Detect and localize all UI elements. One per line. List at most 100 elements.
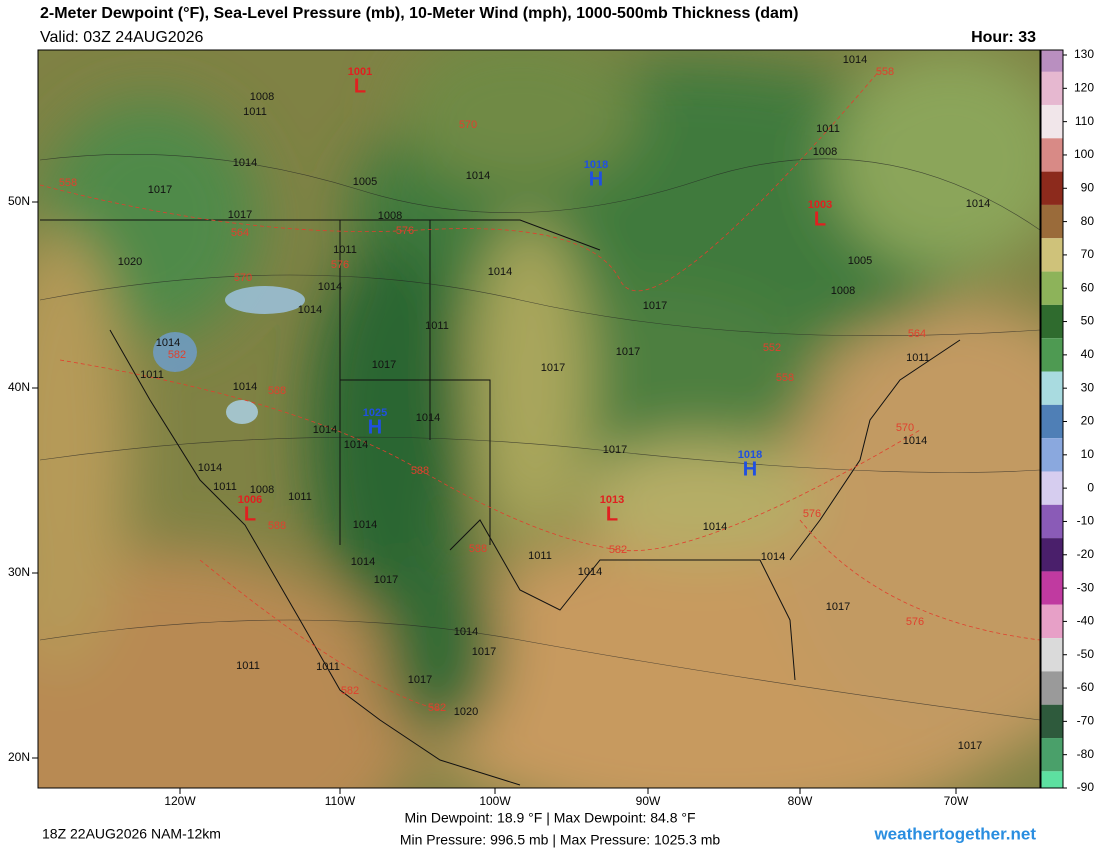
isobar-label: 1011 bbox=[425, 320, 449, 332]
thickness-label: 558 bbox=[876, 66, 894, 78]
dry-area bbox=[225, 286, 305, 314]
center-letter: L bbox=[814, 208, 826, 230]
lon-label: 90W bbox=[636, 794, 661, 808]
lon-label: 100W bbox=[479, 794, 511, 808]
isobar-label: 1014 bbox=[578, 566, 602, 578]
run-info: 18Z 22AUG2026 NAM-12km bbox=[42, 826, 221, 842]
dry-area bbox=[226, 400, 258, 424]
colorbar-swatch bbox=[1041, 504, 1063, 539]
thickness-label: 570 bbox=[234, 272, 252, 284]
thickness-label: 588 bbox=[268, 520, 286, 532]
center-letter: H bbox=[589, 168, 603, 190]
colorbar-label: -20 bbox=[1077, 547, 1095, 561]
colorbar-swatch bbox=[1041, 404, 1063, 439]
colorbar-swatch bbox=[1041, 571, 1063, 605]
colorbar-swatch bbox=[1041, 104, 1063, 139]
center-letter: L bbox=[606, 503, 618, 525]
thickness-label: 558 bbox=[59, 177, 77, 189]
colorbar-label: 80 bbox=[1081, 214, 1095, 228]
valid-time: Valid: 03Z 24AUG2026 bbox=[40, 29, 203, 46]
isobar-label: 1017 bbox=[408, 674, 432, 686]
site-credit: weathertogether.net bbox=[873, 824, 1036, 843]
isobar-label: 1008 bbox=[250, 484, 274, 496]
colorbar-swatch bbox=[1041, 671, 1063, 705]
colorbar-swatch bbox=[1041, 438, 1063, 472]
isobar-label: 1014 bbox=[466, 170, 490, 182]
isobar-label: 1014 bbox=[233, 381, 257, 393]
thickness-label: 576 bbox=[803, 508, 821, 520]
isobar-label: 1014 bbox=[454, 626, 478, 638]
colorbar-swatch bbox=[1041, 171, 1063, 205]
thickness-label: 558 bbox=[776, 372, 794, 384]
colorbar-swatch bbox=[1041, 738, 1063, 772]
colorbar-swatch bbox=[1041, 71, 1063, 105]
colorbar-swatch bbox=[1041, 271, 1063, 305]
isobar-label: 1011 bbox=[316, 661, 340, 673]
lat-label: 40N bbox=[8, 380, 30, 394]
lat-label: 30N bbox=[8, 565, 30, 579]
colorbar-swatch bbox=[1041, 138, 1063, 172]
lon-label: 120W bbox=[164, 794, 196, 808]
isobar-label: 1020 bbox=[118, 256, 142, 268]
colorbar-swatch bbox=[1041, 538, 1063, 572]
dry-area bbox=[153, 332, 197, 372]
isobar-label: 1014 bbox=[156, 337, 180, 349]
isobar-label: 1020 bbox=[454, 706, 478, 718]
thickness-label: 588 bbox=[469, 543, 487, 555]
isobar-label: 1008 bbox=[250, 91, 274, 103]
thickness-label: 576 bbox=[906, 616, 924, 628]
isobar-label: 1011 bbox=[140, 369, 164, 381]
center-value: 1006 bbox=[238, 494, 262, 506]
colorbar-label: 0 bbox=[1087, 480, 1094, 494]
colorbar-swatch bbox=[1041, 204, 1063, 239]
center-value: 1001 bbox=[348, 66, 372, 78]
colorbar-label: 20 bbox=[1081, 414, 1095, 428]
colorbar-swatch bbox=[1041, 604, 1063, 639]
isobar-label: 1017 bbox=[603, 444, 627, 456]
colorbar-label: -90 bbox=[1077, 780, 1095, 794]
center-value: 1013 bbox=[600, 494, 624, 506]
lat-label: 50N bbox=[8, 194, 30, 208]
colorbar-label: -10 bbox=[1077, 514, 1095, 528]
colorbar-frame bbox=[1040, 49, 1064, 789]
colorbar-label: 40 bbox=[1081, 347, 1095, 361]
isobar-label: 1008 bbox=[831, 285, 855, 297]
isobar-label: 1017 bbox=[374, 574, 398, 586]
center-value: 1018 bbox=[738, 449, 762, 461]
forecast-hour: Hour: 33 bbox=[971, 29, 1036, 46]
isobar-label: 1017 bbox=[541, 362, 565, 374]
colorbar-label: 110 bbox=[1075, 114, 1094, 128]
colorbar-label: 70 bbox=[1081, 247, 1095, 261]
isobar-label: 1014 bbox=[198, 462, 222, 474]
isobar-label: 1005 bbox=[353, 176, 377, 188]
isobar-label: 1011 bbox=[333, 244, 357, 256]
colorbar-swatch bbox=[1041, 638, 1063, 672]
map-title: 2-Meter Dewpoint (°F), Sea-Level Pressur… bbox=[40, 5, 798, 22]
colorbar-label: 130 bbox=[1074, 47, 1094, 61]
isobar-label: 1017 bbox=[472, 646, 496, 658]
isobar-label: 1011 bbox=[236, 660, 260, 672]
isobar-label: 1005 bbox=[848, 255, 872, 267]
isobar-label: 1014 bbox=[318, 281, 342, 293]
isobar-label: 1014 bbox=[416, 412, 440, 424]
isobars bbox=[39, 154, 1040, 721]
center-letter: H bbox=[743, 458, 757, 480]
center-value: 1025 bbox=[363, 407, 387, 419]
map bbox=[38, 50, 1040, 788]
thickness-label: 552 bbox=[763, 342, 781, 354]
thickness-label: 576 bbox=[331, 259, 349, 271]
thickness-label: 582 bbox=[428, 702, 446, 714]
lon-label: 70W bbox=[944, 794, 969, 808]
colorbar-label: -80 bbox=[1077, 747, 1095, 761]
center-letter: H bbox=[368, 416, 382, 438]
thickness-label: 588 bbox=[268, 385, 286, 397]
isobar-label: 1014 bbox=[843, 54, 867, 66]
isobar-label: 1017 bbox=[958, 740, 982, 752]
isobar-label: 1014 bbox=[488, 266, 512, 278]
isobar-label: 1014 bbox=[313, 424, 337, 436]
thickness-label: 582 bbox=[168, 349, 186, 361]
center-value: 1018 bbox=[584, 159, 608, 171]
isobar-label: 1011 bbox=[288, 491, 312, 503]
isobar-label: 1008 bbox=[378, 210, 402, 222]
thickness-label: 576 bbox=[396, 225, 414, 237]
